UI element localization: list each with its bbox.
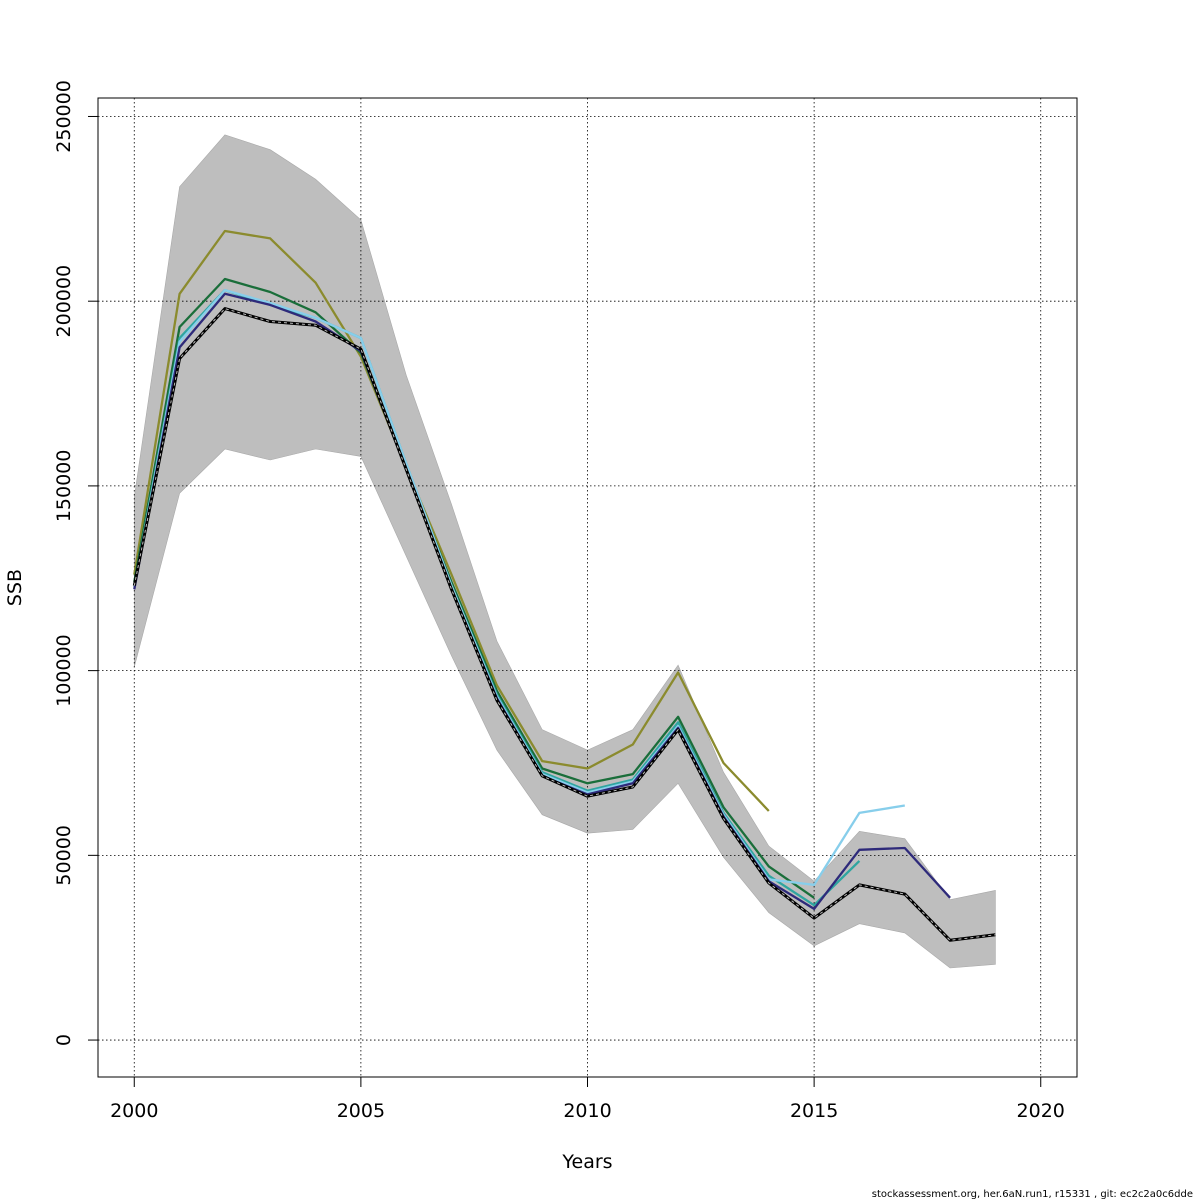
series-line-1 (133, 277, 815, 899)
y-tick-label: 200000 (53, 265, 75, 338)
y-tick-label: 0 (53, 1034, 75, 1046)
x-tick-label: 2010 (563, 1100, 611, 1122)
grid-layer (98, 98, 1077, 1077)
y-tick-label: 150000 (53, 450, 75, 523)
x-tick-label: 2005 (337, 1100, 385, 1122)
footer-caption: stockassessment.org, her.6aN.run1, r1533… (872, 1189, 1193, 1200)
series-layer (132, 229, 996, 942)
axis-layer: 2000 2005 2010 2015 2020 0 50000 100000 150000 20… (53, 80, 1065, 1122)
y-tick-label: 250000 (53, 80, 75, 153)
x-tick-label: 2000 (110, 1100, 158, 1122)
y-axis-title: SSB (4, 569, 26, 606)
series-line-0 (133, 229, 770, 812)
x-tick-label: 2015 (790, 1100, 838, 1122)
series-line-5-dash (133, 308, 996, 941)
y-tick-label: 50000 (53, 825, 75, 885)
y-tick-label: 100000 (53, 634, 75, 707)
x-axis-title: Years (561, 1151, 612, 1173)
x-tick-label: 2020 (1017, 1100, 1065, 1122)
